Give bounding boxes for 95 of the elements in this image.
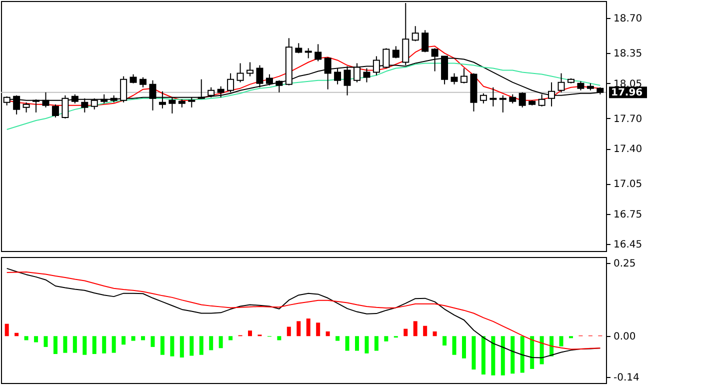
bar	[34, 336, 38, 342]
y-tick-label: 16.75	[614, 209, 642, 220]
candlestick	[509, 94, 516, 104]
bar	[112, 336, 116, 353]
y-tick-label: 0.00	[614, 332, 636, 343]
bar	[462, 336, 466, 358]
bar	[336, 336, 340, 341]
bar	[326, 331, 330, 336]
bar	[170, 336, 174, 356]
candlestick	[246, 62, 254, 77]
candlestick	[363, 68, 370, 83]
candlestick	[412, 26, 419, 42]
y-tick-label: -0.14	[614, 372, 640, 384]
candlestick	[217, 86, 224, 98]
candlestick	[295, 42, 302, 54]
bar	[4, 324, 9, 336]
y-tick-label: 18.35	[614, 48, 642, 60]
bar	[510, 336, 515, 374]
bar	[180, 336, 184, 358]
candlestick	[577, 80, 584, 91]
bar	[14, 332, 19, 336]
bar	[82, 336, 87, 355]
candlestick	[392, 46, 400, 59]
bar	[286, 326, 291, 336]
bar	[63, 336, 68, 353]
bar	[199, 336, 204, 355]
candlestick	[353, 62, 360, 83]
y-tick-label: 0.25	[614, 258, 636, 270]
bar	[72, 336, 77, 353]
y-tick-label: 17.05	[614, 179, 642, 190]
bar	[122, 336, 126, 345]
candlestick	[52, 104, 59, 118]
bar	[481, 336, 486, 374]
bar	[141, 336, 146, 340]
bar	[228, 336, 233, 340]
candlestick	[480, 92, 487, 104]
bar	[364, 336, 369, 354]
bar	[452, 336, 456, 355]
bar	[423, 326, 428, 336]
bar	[296, 321, 301, 336]
bar	[559, 336, 564, 346]
bar	[92, 336, 96, 354]
candlestick	[450, 72, 458, 85]
candlestick	[558, 72, 565, 93]
candlestick	[499, 94, 506, 113]
candlestick	[236, 62, 244, 83]
y-tick-label: 16.45	[614, 239, 642, 250]
bar	[102, 336, 106, 354]
ref-line-label: 17.96	[611, 87, 643, 98]
bar	[53, 336, 58, 354]
candlestick	[140, 76, 147, 88]
bar	[160, 336, 164, 355]
bar	[540, 336, 544, 364]
bar	[316, 322, 320, 336]
candlestick	[490, 86, 497, 107]
candlestick	[460, 68, 468, 84]
y-tick-label: 17.40	[614, 144, 642, 156]
bar	[354, 336, 359, 351]
bar	[218, 336, 223, 348]
bar	[150, 336, 155, 347]
bar	[209, 336, 214, 350]
bar	[131, 336, 136, 341]
y-tick-label: 18.70	[614, 14, 642, 25]
bar	[374, 336, 378, 351]
bar	[384, 336, 388, 342]
candlestick	[334, 68, 342, 85]
candlestick	[256, 64, 264, 88]
candlestick	[130, 74, 137, 84]
bar	[277, 336, 282, 340]
candlestick	[208, 86, 215, 98]
candlestick	[227, 72, 234, 93]
bar	[44, 336, 48, 347]
bar	[190, 336, 194, 356]
bar	[432, 331, 437, 336]
bar	[520, 336, 524, 373]
bar	[404, 328, 408, 336]
bar	[306, 318, 310, 336]
bar	[530, 336, 534, 369]
y-tick-label: 17.70	[614, 114, 642, 125]
bar	[24, 336, 28, 340]
candlestick	[266, 74, 273, 86]
line-series	[6, 62, 601, 130]
candlestick	[422, 30, 429, 53]
candlestick	[344, 66, 351, 96]
bar	[345, 336, 350, 351]
bar	[491, 336, 496, 376]
bar	[500, 336, 505, 376]
candlestick	[314, 44, 322, 62]
bar	[442, 336, 447, 346]
candlestick	[276, 80, 283, 93]
bar	[413, 321, 418, 336]
bar	[472, 336, 476, 370]
candlestick	[304, 48, 312, 59]
candlestick	[518, 92, 526, 108]
bar	[248, 330, 252, 336]
